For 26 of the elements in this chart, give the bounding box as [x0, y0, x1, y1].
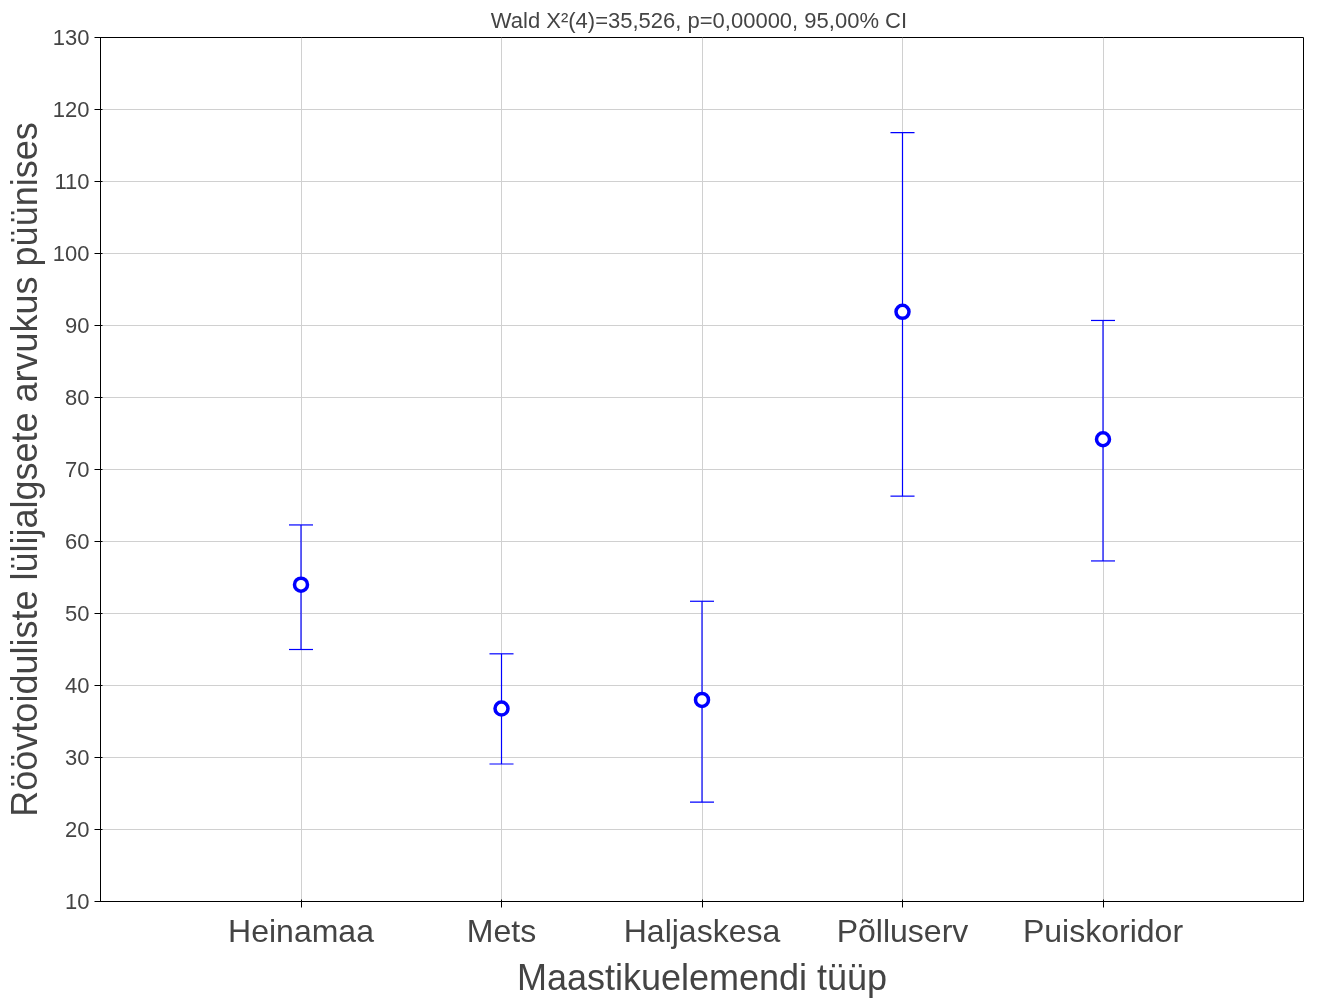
x-tick-label: Mets	[466, 912, 537, 949]
point	[894, 303, 911, 321]
y-tick-label: 60	[65, 529, 90, 554]
x-axis-title: Maastikuelemendi tüüp	[516, 956, 888, 998]
y-tick-label: 130	[52, 25, 90, 50]
x-tick-label: Haljaskesa	[623, 912, 781, 949]
y-tick-label: 50	[65, 601, 90, 626]
y-tick-label: 40	[65, 673, 90, 698]
point	[1094, 431, 1112, 448]
y-tick-label: 120	[52, 97, 90, 122]
chart-title: Wald X²(4)=35,526, p=0,00000, 95,00% CI	[490, 7, 908, 33]
y-tick-label: 110	[54, 169, 90, 194]
y-tick-label: 20	[65, 817, 90, 842]
point	[292, 576, 310, 593]
y-tick-label: 10	[65, 889, 90, 914]
x-tick-label: Heinamaa	[228, 912, 375, 949]
y-tick-label: 100	[52, 241, 90, 266]
y-tick-label: 70	[65, 457, 90, 482]
x-tick-label: Põlluserv	[836, 912, 969, 949]
point	[493, 700, 510, 717]
y-tick-label: 90	[65, 313, 90, 338]
y-tick-label: 80	[65, 385, 90, 410]
x-tick-label: Puiskoridor	[1022, 912, 1184, 949]
point	[693, 691, 711, 709]
y-tick-label: 30	[65, 745, 90, 770]
y-axis-title: Röövtoiduliste lülijalgsete arvukus püünises	[3, 122, 45, 817]
